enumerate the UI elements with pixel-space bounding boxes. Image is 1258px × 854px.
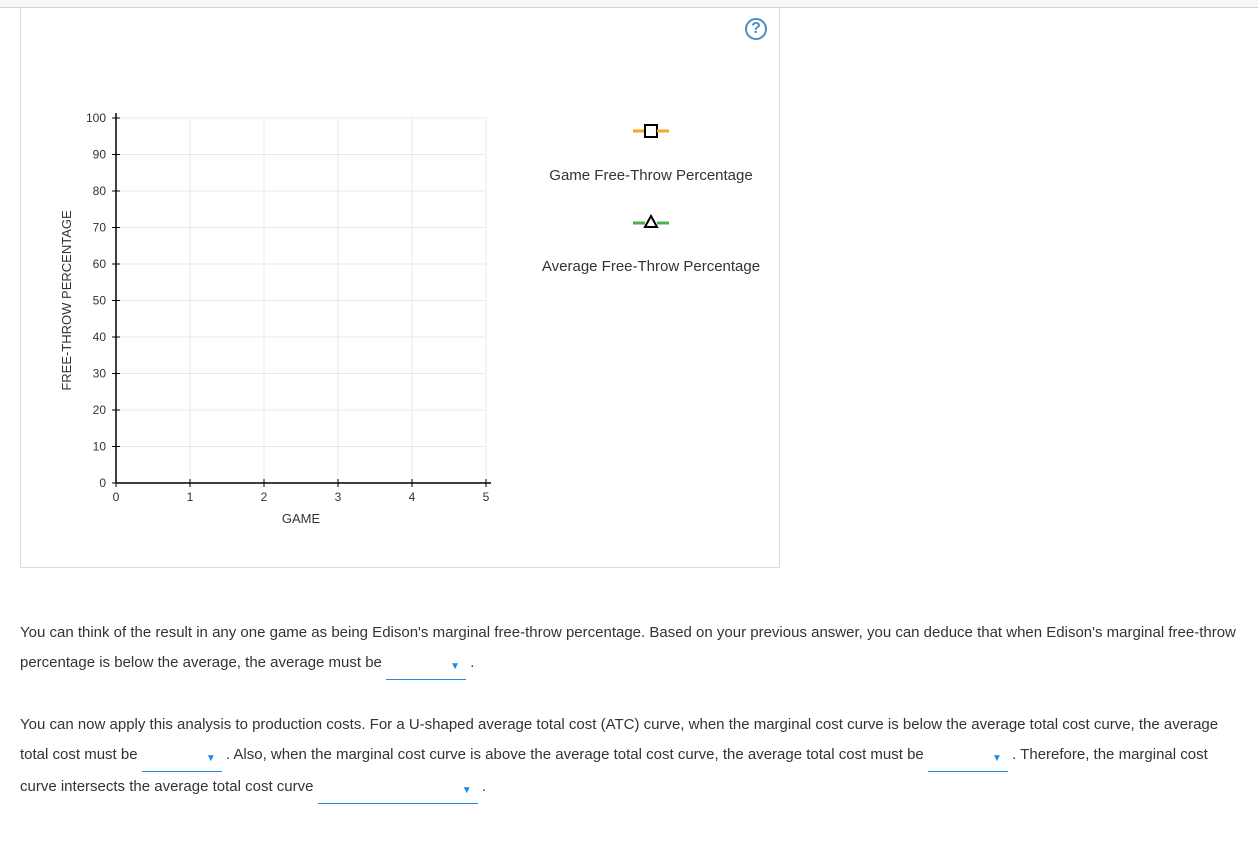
content-wrapper: ? 0 1 2 3 4 5 0 10 20 30 40 50 60 70 80 90 100 GAME FRE… (0, 8, 1258, 854)
svg-text:1: 1 (187, 490, 194, 504)
top-border (0, 0, 1258, 8)
chevron-down-icon: ▼ (462, 781, 472, 801)
svg-text:0: 0 (113, 490, 120, 504)
svg-text:2: 2 (261, 490, 268, 504)
x-axis-label: GAME (282, 511, 321, 526)
help-icon[interactable]: ? (745, 18, 767, 40)
svg-text:60: 60 (93, 257, 107, 271)
p1-text-end: . (466, 654, 474, 671)
svg-text:4: 4 (409, 490, 416, 504)
p2-text-2: . Also, when the marginal cost curve is … (222, 746, 928, 763)
svg-text:10: 10 (93, 440, 107, 454)
dropdown-4[interactable]: ▼ (318, 781, 478, 804)
legend-item-average[interactable]: Average Free-Throw Percentage (531, 214, 771, 275)
legend-marker-game (531, 123, 771, 139)
help-icon-label: ? (751, 20, 761, 38)
svg-text:90: 90 (93, 148, 107, 162)
paragraph-1: You can think of the result in any one g… (20, 618, 1238, 680)
svg-text:40: 40 (93, 330, 107, 344)
legend-label-game: Game Free-Throw Percentage (531, 167, 771, 184)
dropdown-1[interactable]: ▼ (386, 657, 466, 680)
chevron-down-icon: ▼ (992, 749, 1002, 769)
svg-text:5: 5 (483, 490, 490, 504)
legend-marker-average (531, 214, 771, 230)
svg-text:50: 50 (93, 294, 107, 308)
y-axis-label: FREE-THROW PERCENTAGE (59, 210, 74, 391)
svg-text:20: 20 (93, 403, 107, 417)
svg-text:80: 80 (93, 184, 107, 198)
chart-container: ? 0 1 2 3 4 5 0 10 20 30 40 50 60 70 80 90 100 GAME FRE… (20, 8, 780, 568)
svg-text:70: 70 (93, 221, 107, 235)
grid-horizontal (116, 118, 486, 447)
paragraph-2: You can now apply this analysis to produ… (20, 710, 1238, 804)
chart-svg: 0 1 2 3 4 5 0 10 20 30 40 50 60 70 80 90 100 GAME FREE-… (51, 98, 501, 528)
svg-text:0: 0 (99, 476, 106, 490)
legend-label-average: Average Free-Throw Percentage (531, 258, 771, 275)
svg-text:30: 30 (93, 367, 107, 381)
chevron-down-icon: ▼ (206, 749, 216, 769)
y-ticks: 0 10 20 30 40 50 60 70 80 90 100 (86, 111, 120, 490)
p2-text-end: . (478, 778, 486, 795)
svg-text:100: 100 (86, 111, 106, 125)
legend: Game Free-Throw Percentage Average Free-… (531, 123, 771, 305)
svg-text:3: 3 (335, 490, 342, 504)
p1-text-1: You can think of the result in any one g… (20, 624, 1236, 671)
legend-item-game[interactable]: Game Free-Throw Percentage (531, 123, 771, 184)
chevron-down-icon: ▼ (450, 657, 460, 677)
